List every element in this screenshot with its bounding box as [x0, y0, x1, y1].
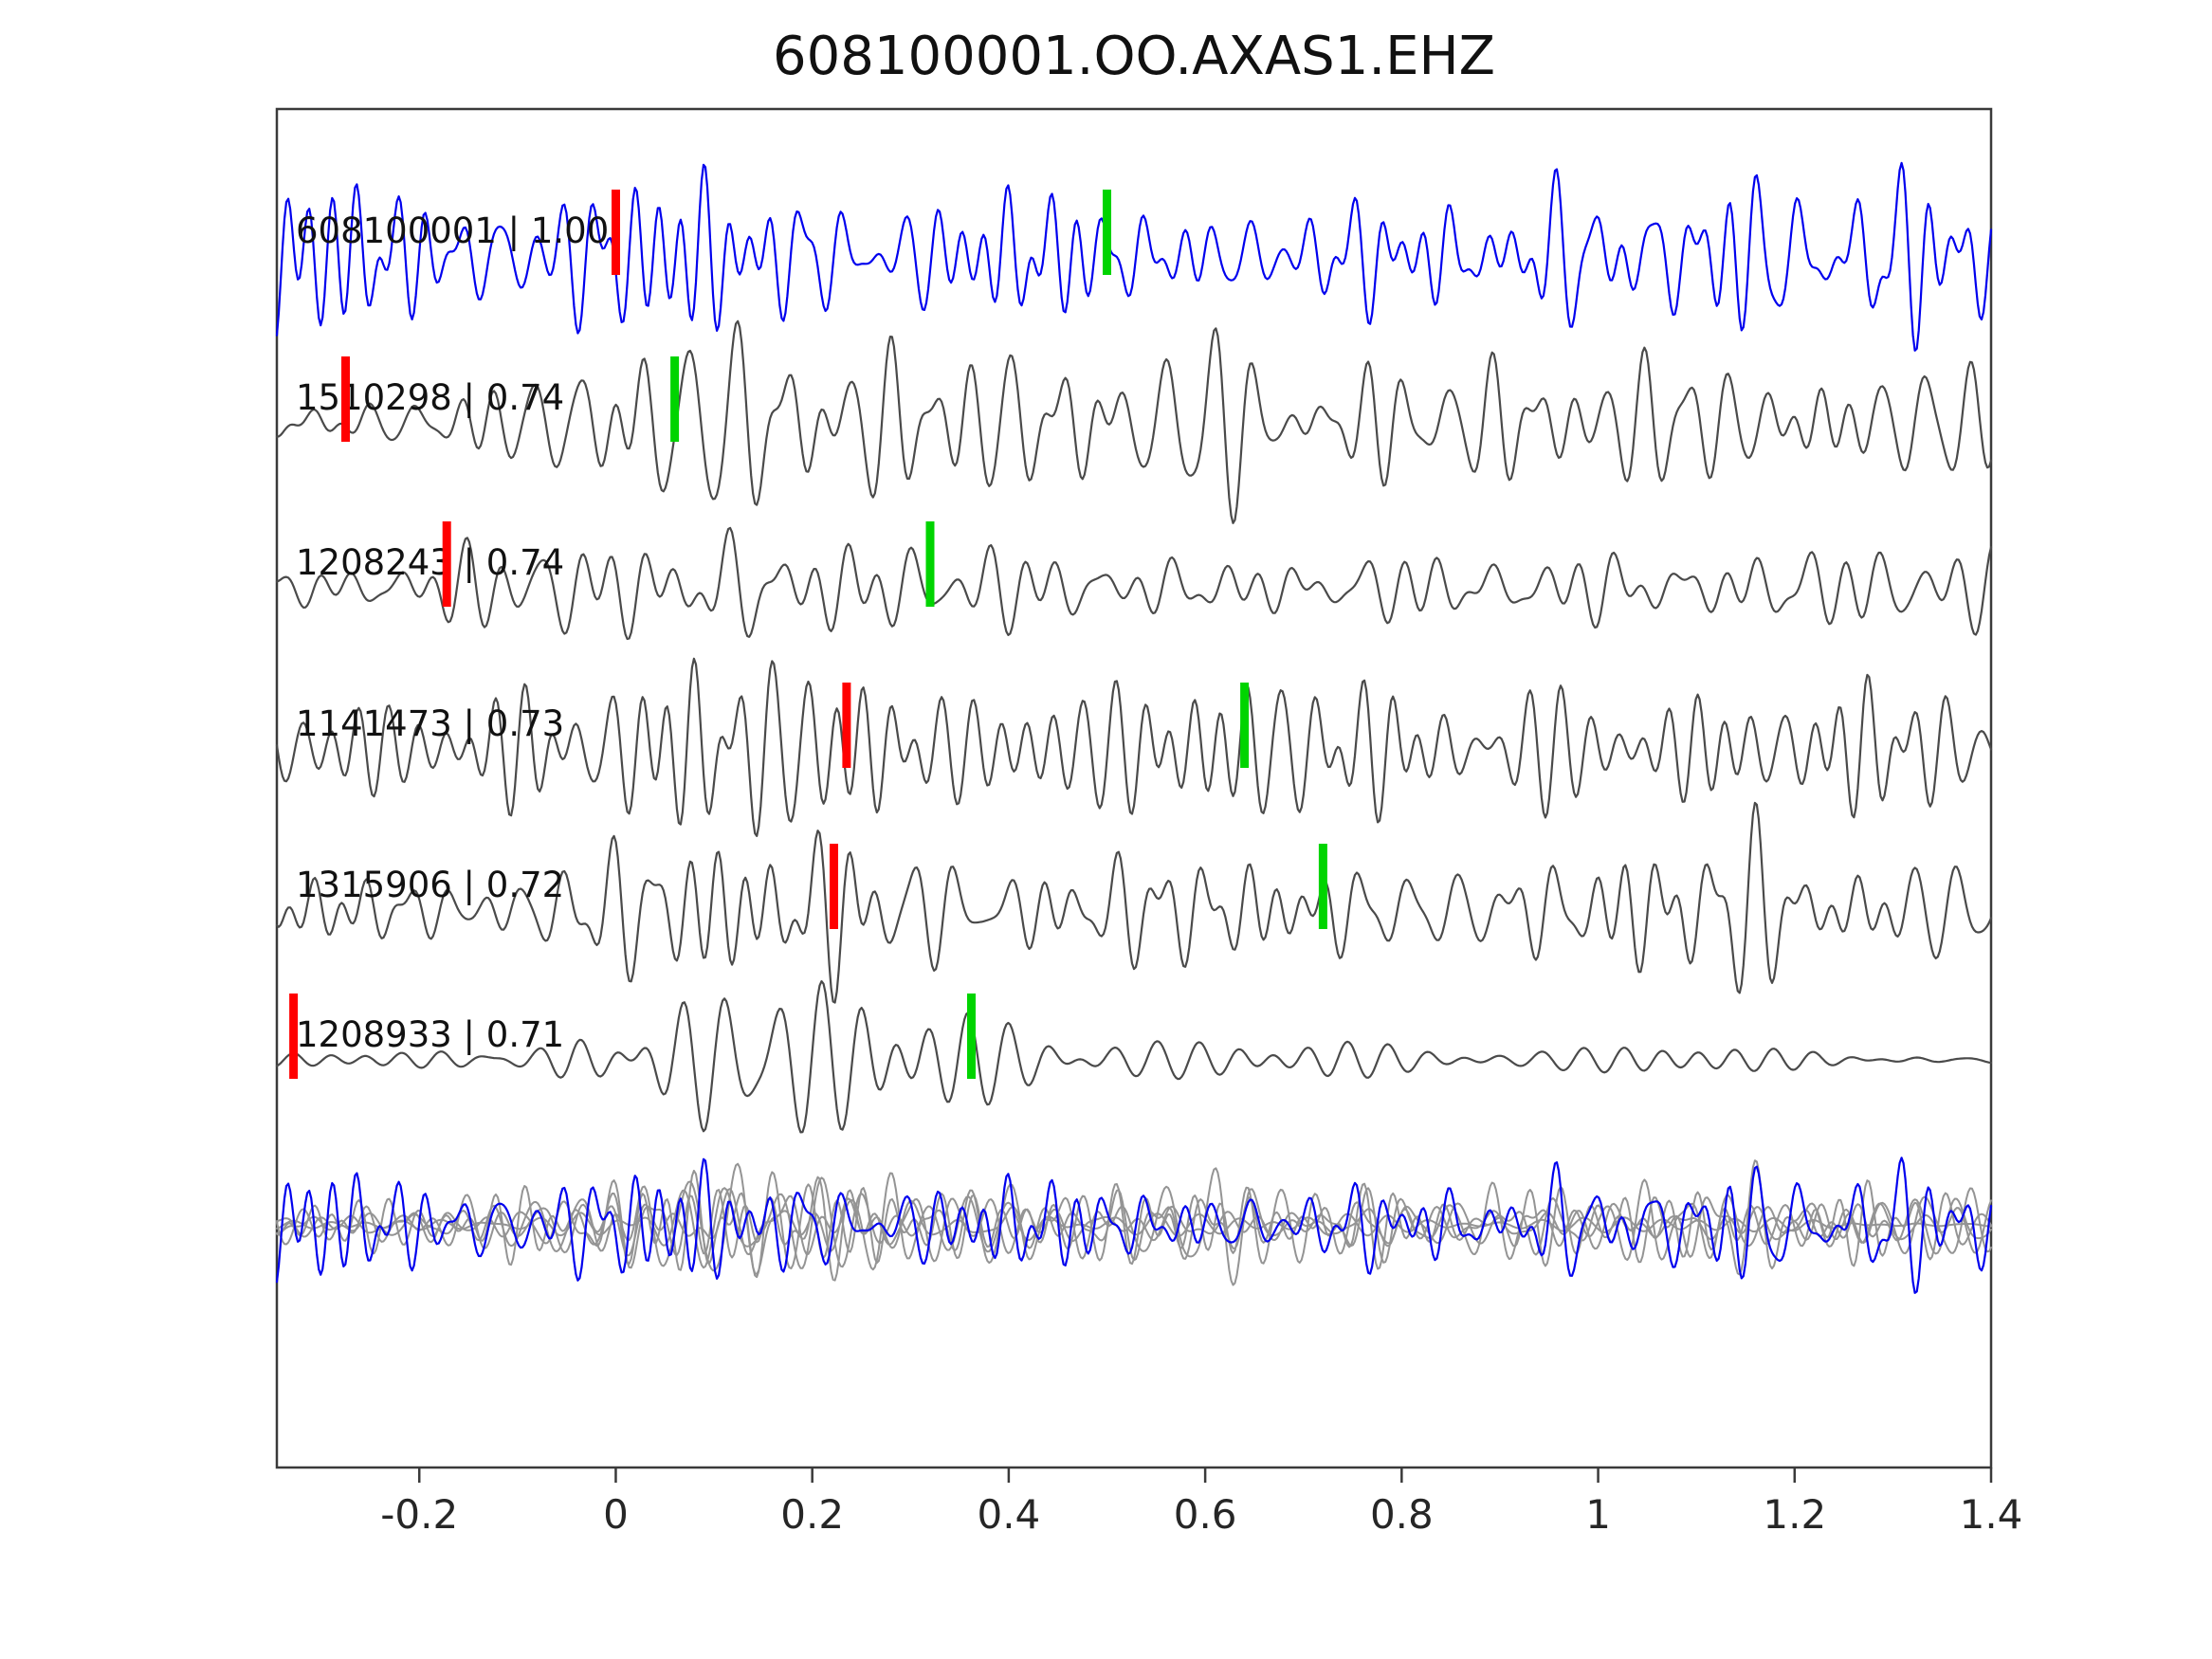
trace-label-1208243: 1208243 | 0.74 — [296, 542, 564, 583]
overlay-trace-gray-1208243 — [276, 1188, 1992, 1257]
trace-waveform-1208933 — [275, 979, 1993, 1134]
x-tick-label: 0.6 — [1174, 1491, 1237, 1538]
trace-label-1315906: 1315906 | 0.72 — [296, 865, 564, 905]
x-tick-label: 0.2 — [780, 1491, 844, 1538]
overlay-trace-gray-1315906 — [276, 1159, 1992, 1282]
trace-label-1141473: 1141473 | 0.73 — [296, 703, 564, 744]
x-tick-label: -0.2 — [380, 1491, 458, 1538]
plot-area: -0.2 0 0.2 0.4 0.6 0.8 1 1.2 1.4 608100001 | 1.00… — [275, 107, 2023, 1538]
trace-label-608100001: 608100001 | 1.00 — [296, 210, 609, 251]
trace-waveform-1315906 — [275, 801, 1993, 1004]
trace-waveform-1208243 — [275, 526, 1993, 641]
trace-label-1208933: 1208933 | 0.71 — [296, 1014, 564, 1055]
trace-waveform-1141473 — [275, 657, 1993, 838]
trace-waveform-608100001 — [275, 161, 1993, 352]
x-tick-label: 1.4 — [1960, 1491, 2023, 1538]
x-tick-label: 0.8 — [1370, 1491, 1434, 1538]
chart-title: 608100001.OO.AXAS1.EHZ — [773, 26, 1495, 87]
x-tick-label: 1 — [1585, 1491, 1611, 1538]
x-tick-label: 1.2 — [1763, 1491, 1826, 1538]
trace-waveform-1510298 — [275, 319, 1993, 524]
x-tick-label: 0.4 — [977, 1491, 1040, 1538]
x-tick-label: 0 — [603, 1491, 629, 1538]
overlay-trace-template-608100001 — [275, 1157, 1993, 1294]
trace-label-1510298: 1510298 | 0.74 — [296, 377, 564, 418]
plot-border — [275, 107, 1993, 1469]
